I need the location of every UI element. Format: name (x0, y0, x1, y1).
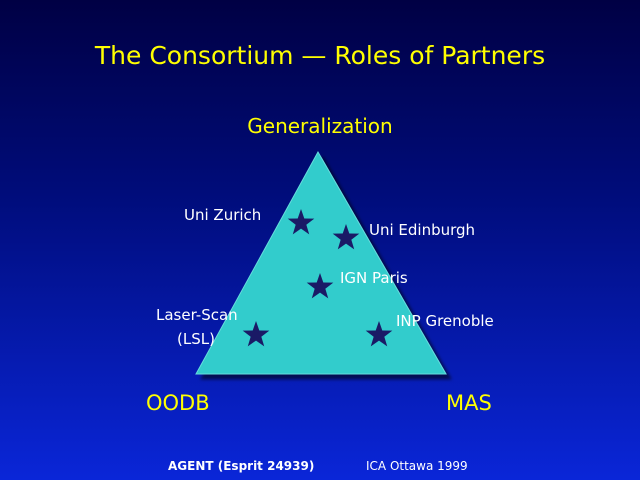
roles-triangle (195, 150, 447, 375)
partner-label-uni-edinburgh: Uni Edinburgh (369, 221, 476, 239)
footer-project: AGENT (Esprit 24939) (168, 459, 315, 473)
vertex-label-mas: MAS (446, 391, 492, 415)
partner-label-lsl: (LSL) (177, 330, 215, 348)
star-uni-zurich (287, 209, 315, 235)
partner-label-uni-zurich: Uni Zurich (184, 206, 262, 224)
star-laser-scan (242, 321, 270, 347)
vertex-label-oodb: OODB (146, 391, 210, 415)
star-uni-edinburgh (332, 224, 360, 250)
star-ign-paris (306, 273, 334, 299)
partner-label-ign-paris: IGN Paris (340, 269, 408, 287)
slide-title: The Consortium — Roles of Partners (94, 41, 546, 70)
partner-label-inp-grenoble: INP Grenoble (396, 312, 494, 330)
partner-label-laser-scan: Laser-Scan (156, 306, 238, 324)
footer-event: ICA Ottawa 1999 (366, 459, 468, 473)
star-inp-grenoble (365, 321, 393, 347)
vertex-label-generalization: Generalization (247, 114, 393, 138)
